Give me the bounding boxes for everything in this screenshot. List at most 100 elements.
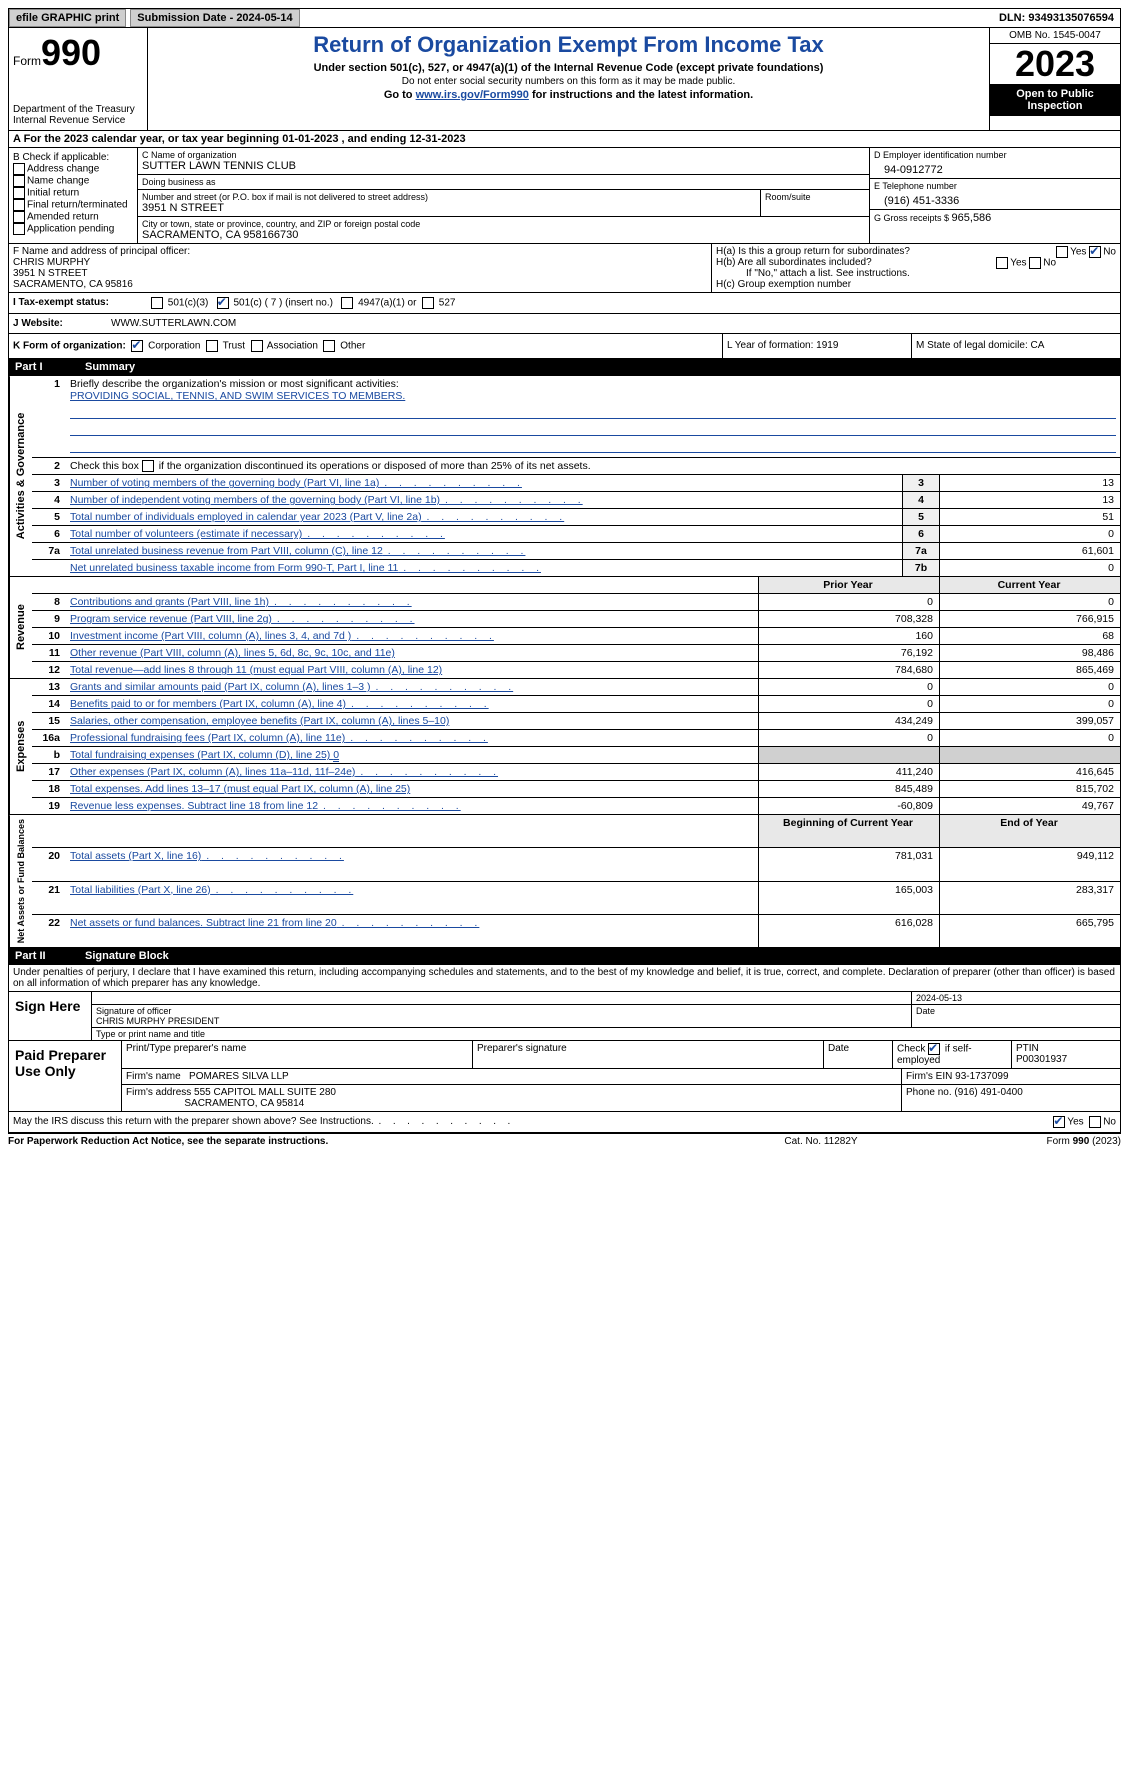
chk-address-change[interactable] — [13, 163, 25, 175]
line12-curr: 865,469 — [940, 662, 1121, 679]
line11-label[interactable]: Other revenue (Part VIII, column (A), li… — [70, 647, 395, 659]
line5-label[interactable]: Total number of individuals employed in … — [70, 511, 564, 523]
line16a-label[interactable]: Professional fundraising fees (Part IX, … — [70, 732, 488, 744]
form-number: Form990 — [13, 32, 143, 74]
discuss-yes: Yes — [1067, 1117, 1083, 1128]
efile-print-button[interactable]: efile GRAPHIC print — [9, 9, 126, 27]
paid-preparer-label: Paid Preparer Use Only — [9, 1041, 122, 1111]
chk-ha-yes[interactable] — [1056, 246, 1068, 258]
line20-end: 949,112 — [940, 848, 1121, 882]
chk-hb-yes[interactable] — [996, 257, 1008, 269]
sign-here-block: Sign Here 2024-05-13 Signature of office… — [8, 992, 1121, 1041]
chk-501c3[interactable] — [151, 297, 163, 309]
section-c: C Name of organization SUTTER LAWN TENNI… — [138, 148, 869, 243]
firm-ein: 93-1737099 — [955, 1071, 1008, 1082]
opt-527: 527 — [439, 298, 456, 309]
line20-beg: 781,031 — [759, 848, 940, 882]
chk-hb-no[interactable] — [1029, 257, 1041, 269]
header-left: Form990 Department of the Treasury Inter… — [9, 28, 148, 130]
opt-assoc: Association — [267, 341, 318, 352]
sign-date: 2024-05-13 — [912, 992, 1120, 1004]
firm-ein-label: Firm's EIN — [906, 1071, 955, 1082]
chk-initial-return[interactable] — [13, 187, 25, 199]
line21-end: 283,317 — [940, 881, 1121, 915]
chk-ha-no[interactable] — [1089, 246, 1101, 258]
sub3-pre: Go to — [384, 89, 416, 101]
chk-corp[interactable] — [131, 340, 143, 352]
dln-label: DLN: 93493135076594 — [993, 10, 1120, 26]
opt-corp: Corporation — [148, 341, 200, 352]
section-b-label: B Check if applicable: — [13, 152, 133, 163]
line5-val: 51 — [940, 509, 1121, 526]
chk-trust[interactable] — [206, 340, 218, 352]
line12-label[interactable]: Total revenue—add lines 8 through 11 (mu… — [70, 664, 442, 676]
chk-amended-return[interactable] — [13, 211, 25, 223]
submission-date-label: Submission Date - 2024-05-14 — [130, 9, 299, 27]
chk-527[interactable] — [422, 297, 434, 309]
line6-label[interactable]: Total number of volunteers (estimate if … — [70, 528, 445, 540]
mission-line — [70, 438, 1116, 453]
mission-line — [70, 404, 1116, 419]
chk-application-pending[interactable] — [13, 223, 25, 235]
firm-phone-label: Phone no. — [906, 1087, 954, 1098]
line7b-val: 0 — [940, 560, 1121, 577]
line15-label[interactable]: Salaries, other compensation, employee b… — [70, 715, 449, 727]
line21-label[interactable]: Total liabilities (Part X, line 26) — [70, 884, 353, 896]
chk-name-change[interactable] — [13, 175, 25, 187]
prep-h5: PTIN — [1016, 1043, 1039, 1054]
line16b-label[interactable]: Total fundraising expenses (Part IX, col… — [70, 749, 333, 761]
line7a-val: 61,601 — [940, 543, 1121, 560]
section-h: H(a) Is this a group return for subordin… — [712, 244, 1120, 292]
line10-label[interactable]: Investment income (Part VIII, column (A)… — [70, 630, 494, 642]
chk-discuss-no[interactable] — [1089, 1116, 1101, 1128]
line17-prior: 411,240 — [759, 764, 940, 781]
line22-label[interactable]: Net assets or fund balances. Subtract li… — [70, 917, 479, 929]
line8-label[interactable]: Contributions and grants (Part VIII, lin… — [70, 596, 412, 608]
chk-4947[interactable] — [341, 297, 353, 309]
line18-label[interactable]: Total expenses. Add lines 13–17 (must eq… — [70, 783, 410, 795]
chk-501c[interactable] — [217, 297, 229, 309]
chk-final-return[interactable] — [13, 199, 25, 211]
irs-link[interactable]: www.irs.gov/Form990 — [416, 89, 529, 101]
line14-label[interactable]: Benefits paid to or for members (Part IX… — [70, 698, 489, 710]
part2-title: Signature Block — [85, 950, 169, 962]
form-header: Form990 Department of the Treasury Inter… — [8, 28, 1121, 131]
side-netassets: Net Assets or Fund Balances — [9, 815, 32, 947]
line2-text: if the organization discontinued its ope… — [159, 460, 591, 472]
line17-label[interactable]: Other expenses (Part IX, column (A), lin… — [70, 766, 498, 778]
line9-label[interactable]: Program service revenue (Part VIII, line… — [70, 613, 415, 625]
line8-curr: 0 — [940, 594, 1121, 611]
section-klm: K Form of organization: Corporation Trus… — [8, 334, 1121, 359]
line3-label[interactable]: Number of voting members of the governin… — [70, 477, 522, 489]
chk-other[interactable] — [323, 340, 335, 352]
dept-treasury: Department of the Treasury Internal Reve… — [13, 104, 143, 126]
line8-prior: 0 — [759, 594, 940, 611]
header-sub1: Under section 501(c), 527, or 4947(a)(1)… — [156, 62, 981, 74]
paid-preparer-block: Paid Preparer Use Only Print/Type prepar… — [8, 1041, 1121, 1112]
street-label: Number and street (or P.O. box if mail i… — [142, 192, 756, 202]
line4-val: 13 — [940, 492, 1121, 509]
line4-label[interactable]: Number of independent voting members of … — [70, 494, 583, 506]
section-b: B Check if applicable: Address change Na… — [9, 148, 138, 243]
expenses-section: Expenses 13Grants and similar amounts pa… — [8, 679, 1121, 815]
hb-no: No — [1043, 258, 1056, 269]
line19-label[interactable]: Revenue less expenses. Subtract line 18 … — [70, 800, 461, 812]
line10-curr: 68 — [940, 628, 1121, 645]
line20-label[interactable]: Total assets (Part X, line 16) — [70, 850, 344, 862]
chk-assoc[interactable] — [251, 340, 263, 352]
line16b-val: 0 — [333, 749, 339, 762]
line7a-label[interactable]: Total unrelated business revenue from Pa… — [70, 545, 525, 557]
form-word: Form — [13, 54, 41, 68]
opt-final-return: Final return/terminated — [27, 200, 128, 211]
header-right: OMB No. 1545-0047 2023 Open to Public In… — [989, 28, 1120, 130]
chk-discuss-yes[interactable] — [1053, 1116, 1065, 1128]
row-a-tax-year: A For the 2023 calendar year, or tax yea… — [8, 131, 1121, 148]
chk-self-employed[interactable] — [928, 1043, 940, 1055]
section-deg: D Employer identification number 94-0912… — [869, 148, 1120, 243]
header-sub3: Go to www.irs.gov/Form990 for instructio… — [156, 89, 981, 101]
line18-curr: 815,702 — [940, 781, 1121, 798]
line13-label[interactable]: Grants and similar amounts paid (Part IX… — [70, 681, 513, 693]
chk-line2[interactable] — [142, 460, 154, 472]
line15-prior: 434,249 — [759, 713, 940, 730]
line7b-label[interactable]: Net unrelated business taxable income fr… — [70, 562, 541, 574]
